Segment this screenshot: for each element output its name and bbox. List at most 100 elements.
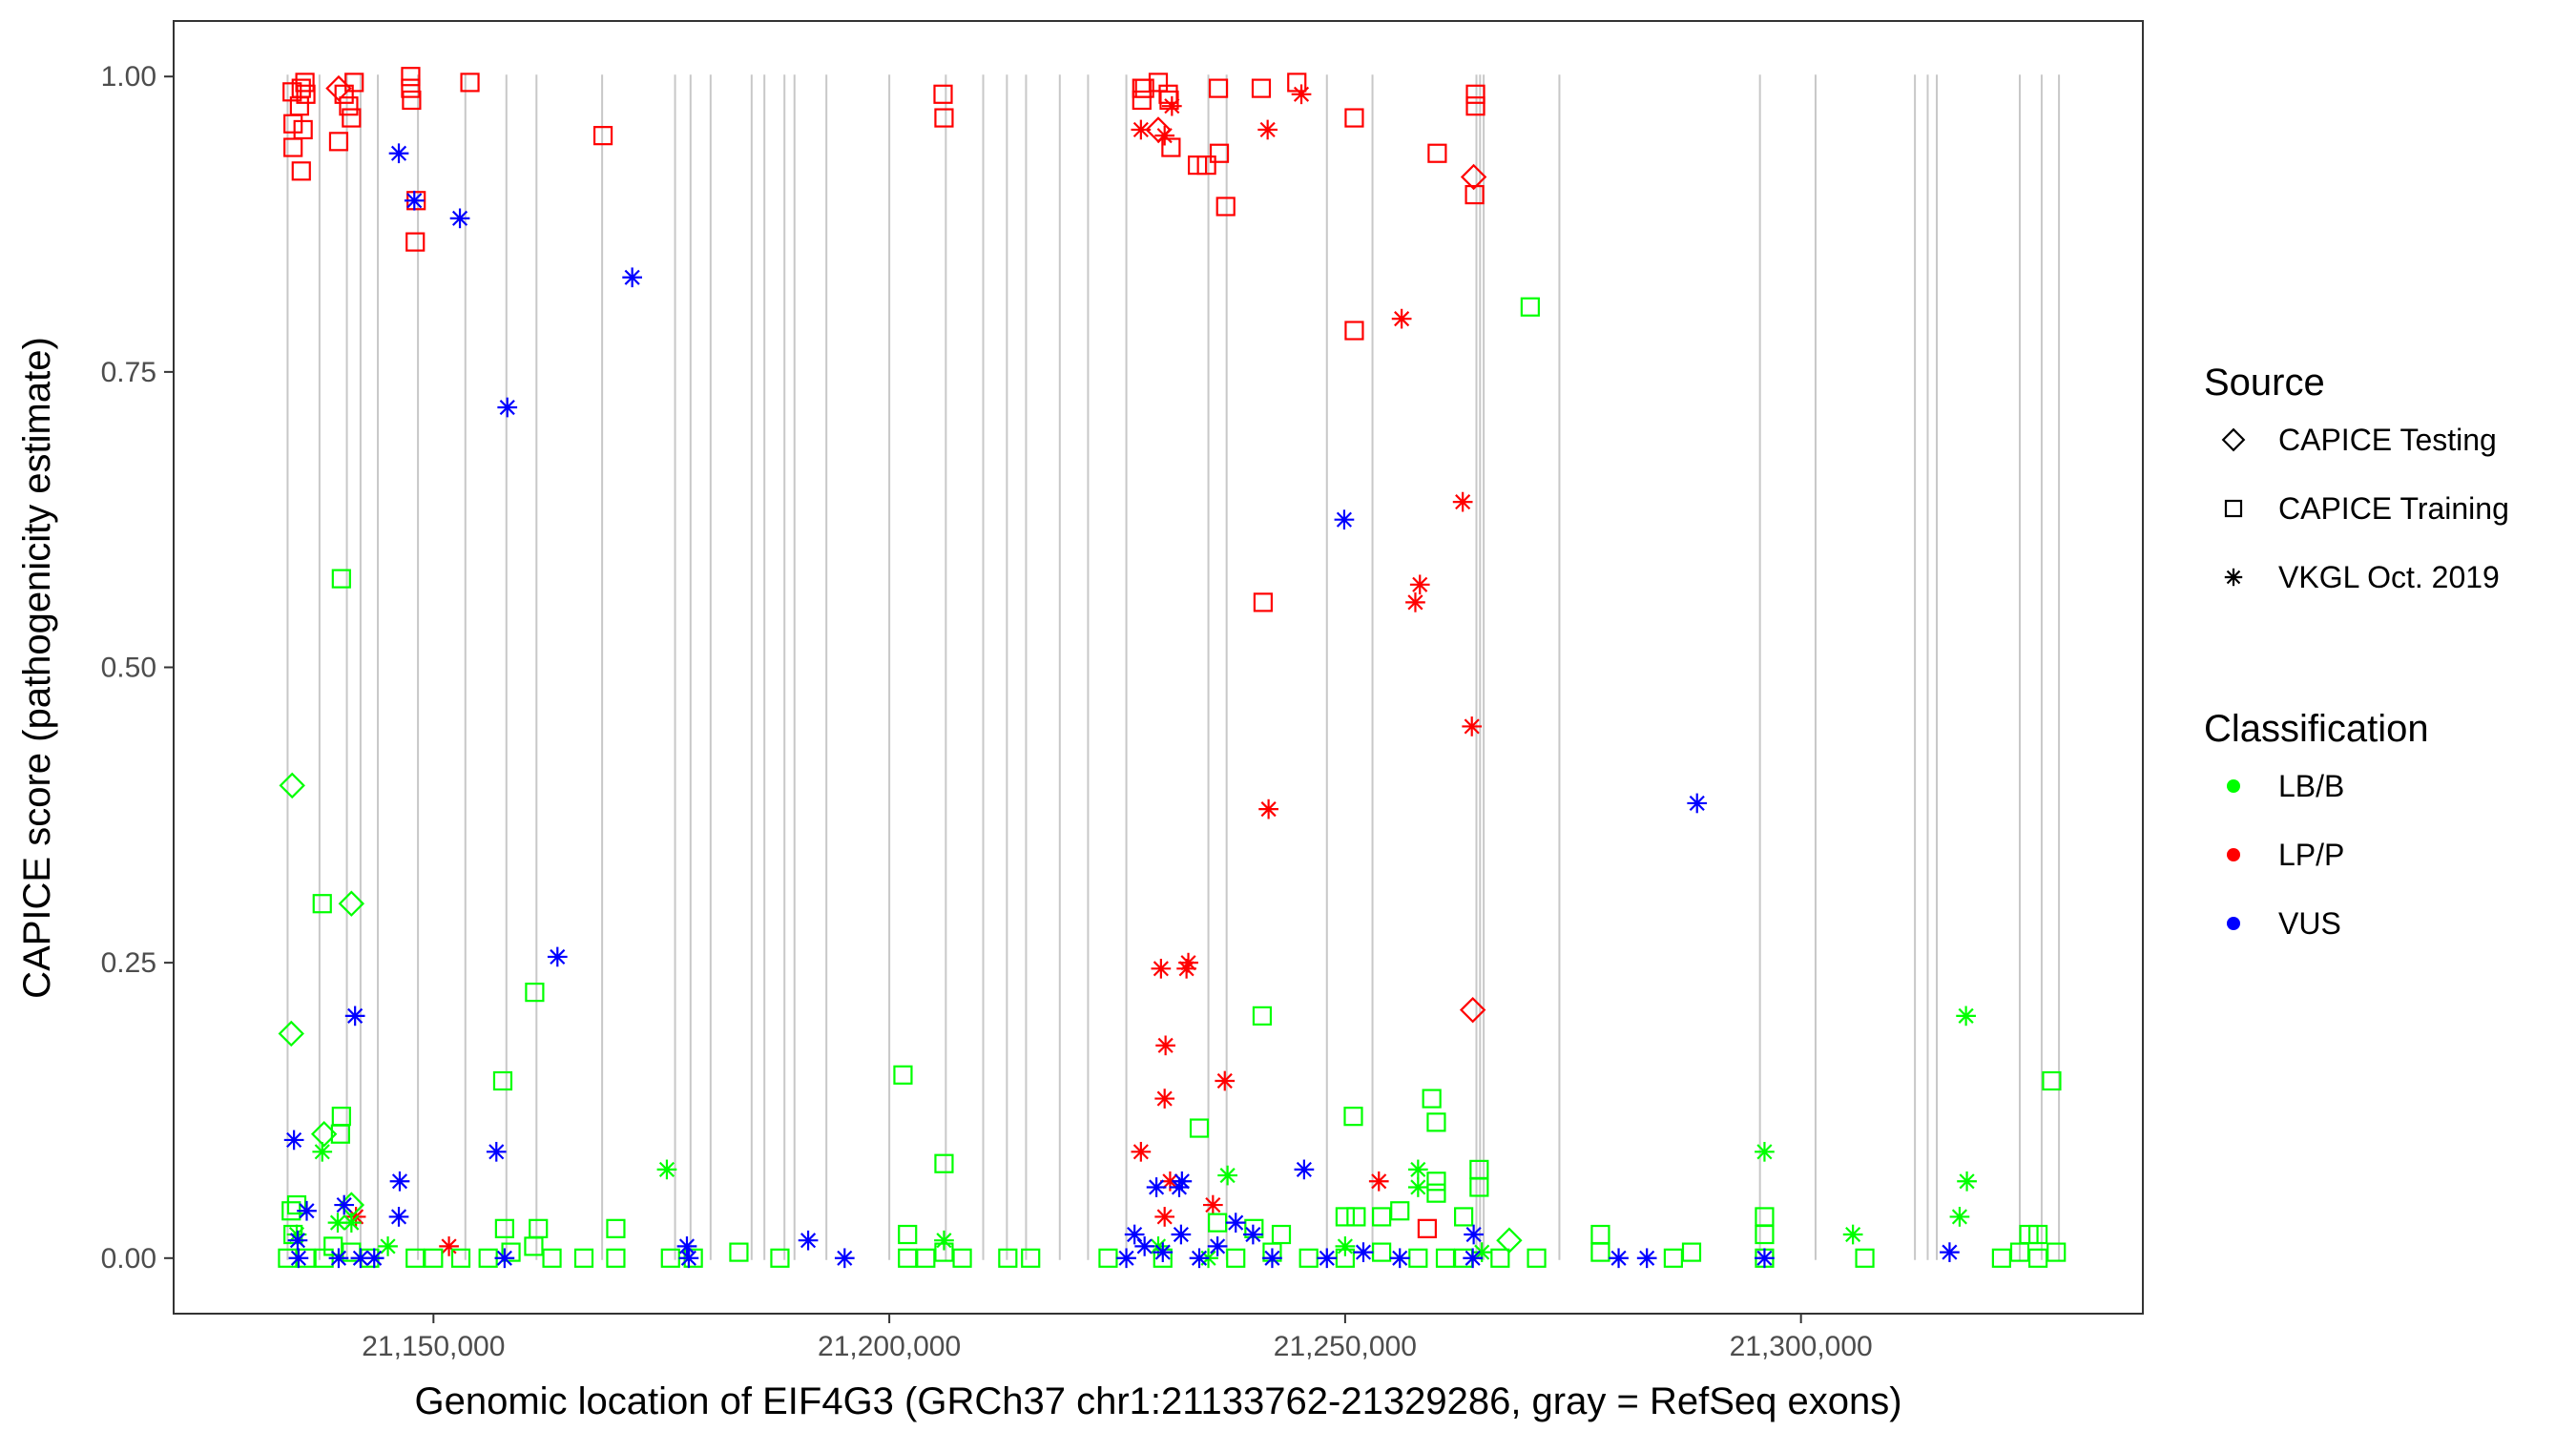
data-point-square — [898, 1224, 918, 1245]
legend-label: VUS — [2278, 906, 2341, 941]
y-axis-title: CAPICE score (pathogenicity estimate) — [16, 337, 58, 999]
data-point-asterisk — [283, 1130, 304, 1151]
data-point-square — [405, 1248, 426, 1268]
data-point-square — [524, 1236, 544, 1256]
data-point-asterisk — [1317, 1248, 1338, 1269]
data-point-square — [494, 1218, 514, 1238]
data-point-asterisk — [1171, 1224, 1192, 1245]
x-tick-label: 21,300,000 — [1730, 1331, 1873, 1362]
data-point-square — [1465, 184, 1485, 205]
data-point-square — [1335, 1207, 1355, 1227]
data-point-square — [934, 108, 954, 128]
data-point-asterisk — [1334, 509, 1355, 530]
data-point-asterisk — [494, 1248, 515, 1269]
data-point-asterisk — [1116, 1248, 1136, 1269]
data-point-asterisk — [1755, 1141, 1775, 1162]
data-point-asterisk — [1353, 1242, 1374, 1262]
data-point-square — [2042, 1070, 2062, 1091]
data-point-square — [1196, 156, 1216, 176]
data-point-square — [1251, 78, 1272, 98]
data-point-square — [1252, 1006, 1273, 1026]
legend-label: LP/P — [2278, 838, 2344, 872]
data-point-asterisk — [1462, 716, 1483, 736]
data-point-square — [916, 1248, 936, 1268]
data-point-square — [1189, 1118, 1210, 1138]
data-point-asterisk — [1258, 798, 1278, 819]
data-point-square — [492, 1070, 513, 1091]
legend-label: CAPICE Testing — [2278, 423, 2497, 457]
data-point-square — [606, 1248, 626, 1268]
data-point-square — [952, 1248, 972, 1268]
data-point-square — [1161, 137, 1181, 157]
data-point-asterisk — [1189, 1248, 1210, 1269]
data-point-square — [1855, 1248, 1875, 1268]
data-point-square — [1372, 1207, 1392, 1227]
data-point-square — [1991, 1248, 2011, 1268]
data-point-square — [1208, 78, 1229, 98]
data-point-square — [934, 1153, 954, 1173]
data-point-asterisk — [1262, 1248, 1282, 1269]
data-point-square — [2046, 1242, 2067, 1262]
data-point-asterisk — [1609, 1248, 1629, 1269]
data-point-square — [312, 894, 332, 914]
legend-key-diamond — [2221, 427, 2246, 452]
data-point-asterisk — [1407, 1159, 1428, 1180]
data-point-square — [1346, 1207, 1366, 1227]
data-point-square — [893, 1065, 913, 1085]
data-point-asterisk — [1291, 84, 1312, 105]
data-point-asterisk — [1178, 952, 1198, 973]
data-point-square — [1435, 1248, 1456, 1268]
data-point-square — [401, 67, 421, 87]
legend-title-source: Source — [2204, 362, 2325, 404]
data-point-asterisk — [287, 1230, 308, 1251]
data-point-asterisk — [312, 1141, 333, 1162]
data-point-asterisk — [1225, 1213, 1246, 1233]
data-point-diamond — [1459, 996, 1486, 1024]
data-point-asterisk — [1409, 574, 1430, 595]
legend-key-dot — [2227, 917, 2240, 930]
data-point-square — [291, 161, 311, 181]
data-point-diamond — [279, 772, 305, 799]
data-point-square — [592, 126, 613, 146]
data-point-asterisk — [350, 1248, 371, 1269]
data-point-square — [1148, 73, 1169, 93]
data-point-square — [339, 96, 359, 116]
data-point-diamond — [1496, 1227, 1523, 1254]
data-point-asterisk — [678, 1248, 699, 1269]
data-point-asterisk — [1335, 1236, 1356, 1256]
data-point-asterisk — [547, 946, 568, 967]
data-point-square — [1253, 592, 1273, 612]
data-point-asterisk — [1464, 1224, 1484, 1245]
data-point-asterisk — [1407, 1177, 1428, 1197]
data-point-square — [1490, 1248, 1510, 1268]
data-point-asterisk — [364, 1248, 384, 1269]
data-point-asterisk — [1215, 1070, 1236, 1091]
data-point-square — [1663, 1248, 1683, 1268]
data-point-asterisk — [1463, 1248, 1484, 1269]
data-point-asterisk — [344, 1006, 365, 1027]
data-point-asterisk — [1755, 1248, 1775, 1269]
x-tick-label: 21,200,000 — [818, 1331, 961, 1362]
data-point-asterisk — [439, 1236, 459, 1256]
data-point-asterisk — [404, 190, 425, 211]
data-point-asterisk — [1161, 95, 1182, 116]
data-point-square — [1465, 96, 1485, 116]
data-point-asterisk — [1842, 1224, 1863, 1245]
data-point-square — [1132, 90, 1152, 111]
data-point-asterisk — [1172, 1171, 1193, 1192]
data-point-square — [1344, 108, 1364, 128]
data-point-square — [573, 1248, 594, 1268]
data-point-square — [898, 1248, 918, 1268]
data-point-square — [2028, 1248, 2048, 1268]
legend-label: VKGL Oct. 2019 — [2278, 560, 2500, 594]
data-point-square — [2028, 1224, 2048, 1245]
data-point-square — [542, 1248, 562, 1268]
x-tick-label: 21,150,000 — [362, 1331, 505, 1362]
data-point-square — [295, 73, 315, 93]
data-point-asterisk — [1243, 1224, 1263, 1245]
data-point-asterisk — [1389, 1248, 1410, 1269]
legend-key-dot — [2227, 848, 2240, 861]
data-point-asterisk — [1153, 1242, 1174, 1262]
data-point-square — [283, 137, 303, 157]
